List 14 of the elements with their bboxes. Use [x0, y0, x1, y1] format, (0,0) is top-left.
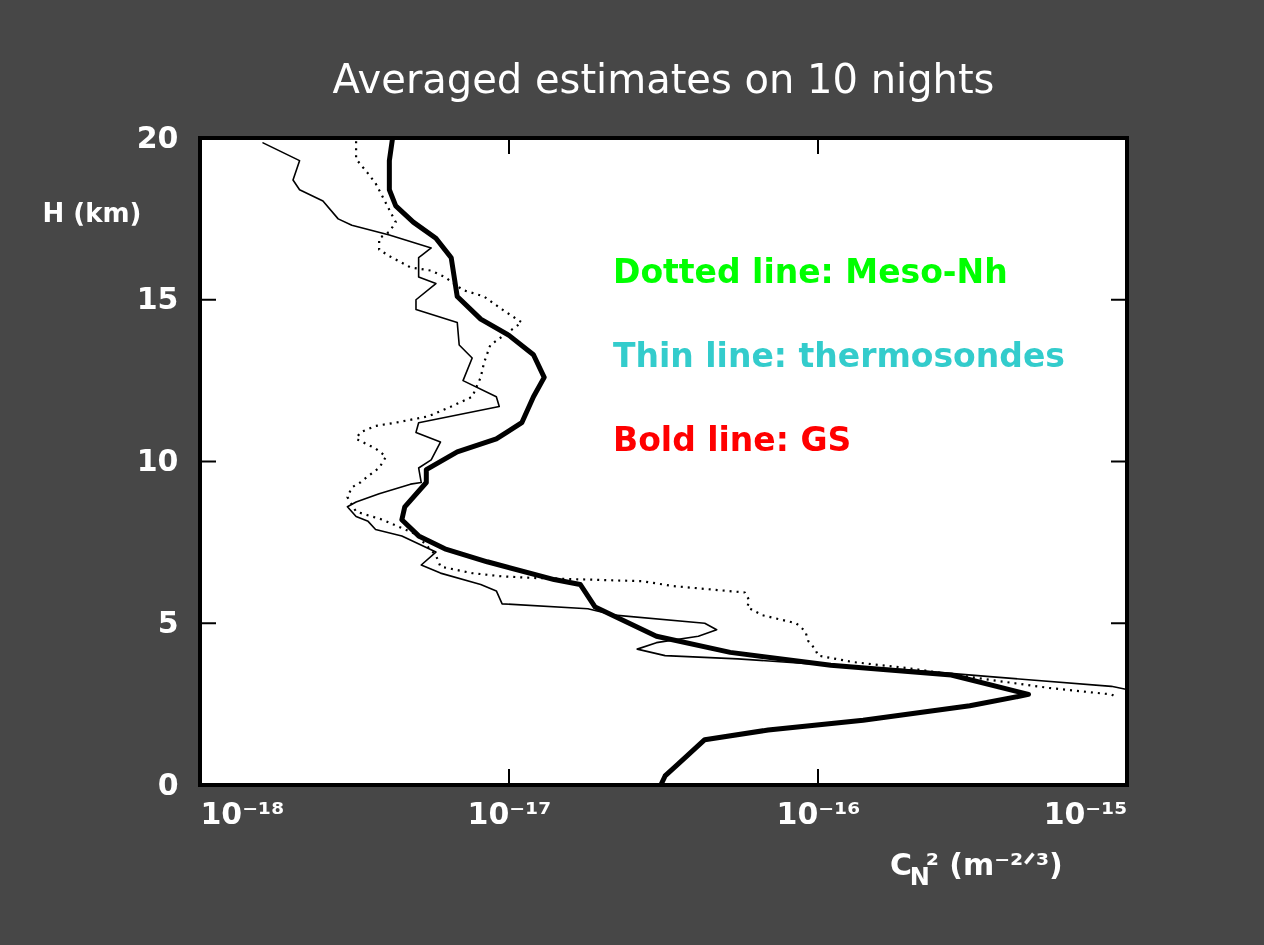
x-tick-label: 10⁻¹⁸ — [200, 795, 285, 831]
y-tick-label: 0 — [157, 766, 179, 802]
x-tick-label: 10⁻¹⁶ — [776, 795, 861, 831]
y-tick-label: 5 — [157, 604, 179, 640]
annotation: Thin line: thermosondes — [613, 336, 1065, 375]
x-tick-label: 10⁻¹⁵ — [1043, 795, 1128, 831]
annotation: Dotted line: Meso-Nh — [613, 252, 1008, 291]
y-tick-label: 20 — [136, 119, 179, 155]
x-tick-label: 10⁻¹⁷ — [467, 795, 552, 831]
y-tick-label: 10 — [136, 443, 179, 478]
annotation: Bold line: GS — [613, 420, 852, 459]
y-tick-label: 15 — [136, 281, 179, 317]
y-axis-title: H (km) — [42, 197, 142, 228]
chart-title: Averaged estimates on 10 nights — [332, 56, 995, 102]
